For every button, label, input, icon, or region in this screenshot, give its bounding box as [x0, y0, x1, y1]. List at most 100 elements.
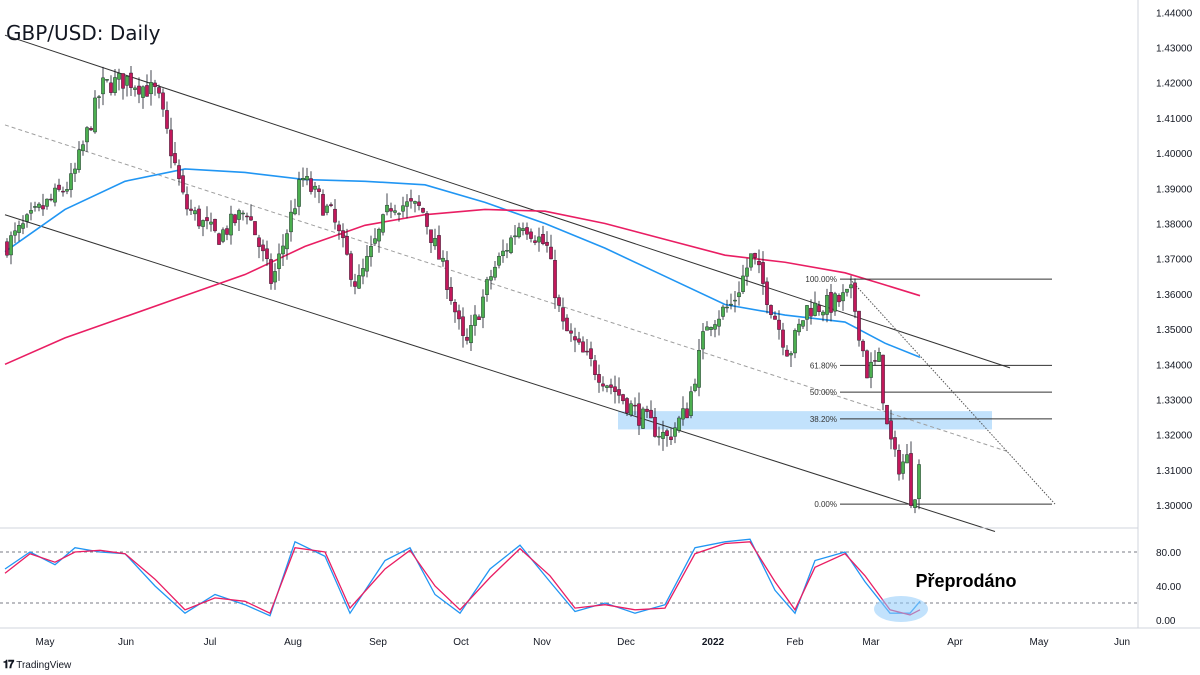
candle-body [421, 208, 425, 213]
axes: 1.44000 1.43000 1.42000 1.41000 1.40000 1.390… [0, 0, 1200, 648]
time-tick-label: May [36, 637, 55, 648]
candle-body [809, 307, 813, 317]
candle-body [497, 255, 501, 266]
fib-level-label: 0.00% [814, 500, 837, 509]
candle-body [69, 173, 73, 190]
candle-body [637, 403, 641, 426]
fib-level-label: 100.00% [805, 275, 837, 284]
candle-body [597, 374, 601, 383]
candle-body [525, 227, 529, 235]
candle-body [485, 279, 489, 295]
chart-title: GBP/USD: Daily [6, 21, 161, 45]
candle-body [185, 194, 189, 210]
candle-body [681, 408, 685, 420]
candle-body [217, 233, 221, 245]
candle-body [393, 210, 397, 213]
candle-body [157, 87, 161, 94]
candle-body [829, 292, 833, 313]
candle-body [813, 302, 817, 316]
candle-body [121, 73, 125, 89]
candle-body [789, 353, 793, 356]
price-tick-label: 1.42000 [1156, 79, 1193, 90]
candle-body [225, 228, 229, 235]
candle-body [833, 293, 837, 312]
candle-body [745, 267, 749, 277]
candle-body [765, 281, 769, 305]
candle-body [201, 220, 205, 227]
candle-body [565, 317, 569, 332]
candle-body [705, 326, 709, 331]
candle-body [669, 436, 673, 440]
candle-body [853, 282, 857, 312]
candle-body [701, 331, 705, 350]
fib-level-label: 61.80% [810, 361, 837, 370]
candle-body [405, 201, 409, 207]
candle-body [89, 127, 93, 131]
candle-body [609, 384, 613, 388]
tradingview-brand[interactable]: 𝟏𝟕 TradingView [3, 659, 71, 672]
candle-body [837, 295, 841, 303]
price-tick-label: 1.33000 [1156, 396, 1193, 407]
candle-body [553, 260, 557, 299]
candle-body [381, 214, 385, 233]
price-tick-label: 1.40000 [1156, 149, 1193, 160]
candle-body [533, 240, 537, 243]
stoch-tick-label: 0.00 [1156, 616, 1176, 627]
stoch-k-line [4, 538, 921, 617]
candle-body [193, 210, 197, 215]
candle-body [289, 211, 293, 233]
stoch-d-line [4, 541, 921, 616]
candle-body [673, 427, 677, 437]
candle-body [557, 297, 561, 306]
candle-body [645, 408, 649, 412]
candle-body [281, 245, 285, 255]
tradingview-logo-icon: 𝟏𝟕 [3, 659, 14, 671]
candle-body [917, 464, 921, 500]
candle-body [713, 324, 717, 330]
price-tick-label: 1.31000 [1156, 466, 1193, 477]
candle-body [21, 223, 25, 229]
channel-mid-line [4, 124, 1011, 453]
candles [5, 66, 921, 514]
candle-body [649, 409, 653, 419]
candle-body [593, 360, 597, 375]
candle-body [61, 190, 65, 193]
moving-averages [4, 168, 921, 366]
price-tick-label: 1.43000 [1156, 44, 1193, 55]
candle-body [389, 208, 393, 212]
candle-body [297, 179, 301, 207]
candle-body [445, 260, 449, 290]
candle-body [53, 187, 57, 203]
candle-body [181, 175, 185, 193]
candle-body [841, 292, 845, 302]
brand-label: TradingView [16, 660, 72, 671]
candle-body [357, 275, 361, 289]
candle-body [205, 217, 209, 222]
candle-body [721, 306, 725, 317]
channel-lower-line [4, 214, 996, 532]
candle-body [741, 275, 745, 292]
price-tick-label: 1.30000 [1156, 501, 1193, 512]
candle-body [33, 206, 37, 208]
candle-body [757, 260, 761, 266]
candle-body [165, 110, 169, 129]
candle-body [709, 327, 713, 330]
candle-body [529, 231, 533, 239]
candle-body [41, 205, 45, 210]
channel-upper-line [4, 34, 1011, 369]
stoch-tick-label: 40.00 [1156, 582, 1181, 593]
candle-body [589, 348, 593, 359]
candle-body [417, 201, 421, 206]
candle-body [613, 386, 617, 393]
candle-body [661, 431, 665, 439]
candle-body [189, 208, 193, 211]
candle-body [509, 237, 513, 253]
candle-body [385, 204, 389, 213]
candle-body [881, 354, 885, 404]
candle-body [761, 262, 765, 284]
descending-channel [4, 34, 1011, 532]
candle-body [329, 204, 333, 206]
candle-body [233, 214, 237, 224]
candle-body [129, 72, 133, 88]
